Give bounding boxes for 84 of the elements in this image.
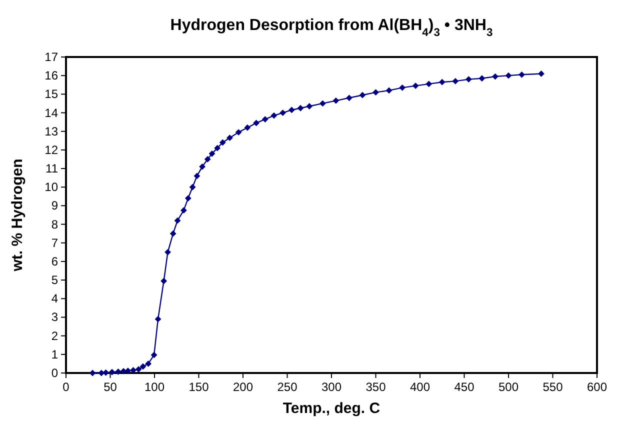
- point: [297, 104, 304, 112]
- y-tick-label: 1: [51, 347, 58, 362]
- point: [115, 368, 122, 375]
- point: [426, 80, 432, 88]
- point: [124, 368, 132, 374]
- point: [180, 207, 187, 214]
- point: [194, 172, 200, 180]
- point: [372, 89, 379, 96]
- point: [386, 87, 392, 94]
- x-tick-label: 100: [144, 380, 165, 394]
- x-tick-label: 150: [188, 380, 210, 394]
- point: [412, 82, 419, 90]
- x-tick-label: 600: [586, 380, 608, 394]
- x-tick-label: 550: [542, 380, 564, 394]
- x-tick-label: 450: [454, 380, 475, 394]
- point: [280, 110, 286, 116]
- point: [140, 363, 146, 370]
- point: [184, 195, 192, 202]
- point: [102, 369, 110, 376]
- point: [199, 163, 206, 170]
- point: [135, 366, 142, 372]
- x-tick-label: 300: [321, 380, 342, 394]
- point: [150, 352, 158, 358]
- point: [208, 150, 216, 157]
- point: [262, 116, 268, 122]
- point: [399, 84, 406, 91]
- point: [538, 70, 544, 77]
- x-tick-label: 400: [410, 380, 430, 394]
- x-tick-label: 0: [62, 380, 70, 394]
- y-tick-label: 3: [51, 310, 58, 324]
- point: [306, 103, 313, 110]
- point: [214, 144, 221, 152]
- y-tick-label: 11: [46, 162, 58, 176]
- point: [438, 78, 446, 86]
- point: [505, 72, 512, 79]
- y-tick-label: 5: [51, 273, 58, 288]
- y-tick-label: 0: [51, 366, 58, 380]
- x-tick-label: 200: [232, 380, 254, 394]
- y-tick-label: 15: [44, 87, 58, 102]
- y-tick-label: 12: [44, 142, 58, 157]
- point: [145, 360, 152, 367]
- point: [244, 124, 251, 131]
- point: [359, 92, 366, 98]
- point: [170, 230, 176, 237]
- x-tick-label: 250: [277, 380, 298, 394]
- point: [288, 106, 295, 114]
- chart-title: Hydrogen Desorption from Al(BH$_{4}$)$_{3}$ • 3NH$_{3}$: [170, 17, 493, 39]
- y-tick-label: 14: [44, 106, 58, 120]
- point: [452, 78, 459, 84]
- y-tick-label: 2: [51, 328, 58, 343]
- y-tick-label: 8: [51, 217, 58, 232]
- y-tick-label: 16: [44, 68, 58, 83]
- point: [89, 370, 96, 376]
- point: [164, 248, 171, 256]
- y-tick-label: 10: [44, 180, 58, 194]
- point: [346, 94, 352, 102]
- point: [219, 139, 226, 146]
- point: [478, 75, 486, 82]
- point: [108, 368, 116, 376]
- y-axis-title: wt. % Hydrogen: [9, 158, 26, 272]
- point: [518, 71, 525, 78]
- point: [174, 217, 181, 224]
- y-tick-label: 13: [44, 124, 58, 138]
- point: [120, 368, 127, 374]
- point: [332, 97, 340, 104]
- y-tick-label: 7: [51, 236, 58, 250]
- y-tick-label: 9: [51, 198, 58, 213]
- point: [319, 100, 326, 107]
- x-tick-label: 500: [498, 380, 519, 394]
- point: [235, 129, 242, 136]
- point: [189, 184, 196, 190]
- point: [226, 134, 233, 142]
- x-axis-title: Temp., deg. C: [282, 400, 380, 417]
- point: [204, 156, 211, 162]
- y-tick-label: 17: [44, 50, 58, 64]
- point: [154, 316, 162, 322]
- point: [465, 76, 472, 83]
- x-tick-label: 50: [104, 380, 118, 394]
- point: [160, 278, 167, 284]
- point: [130, 367, 136, 374]
- y-tick-label: 4: [51, 292, 58, 306]
- x-tick-label: 350: [366, 380, 386, 394]
- y-tick-label: 6: [51, 254, 58, 268]
- point: [270, 112, 278, 119]
